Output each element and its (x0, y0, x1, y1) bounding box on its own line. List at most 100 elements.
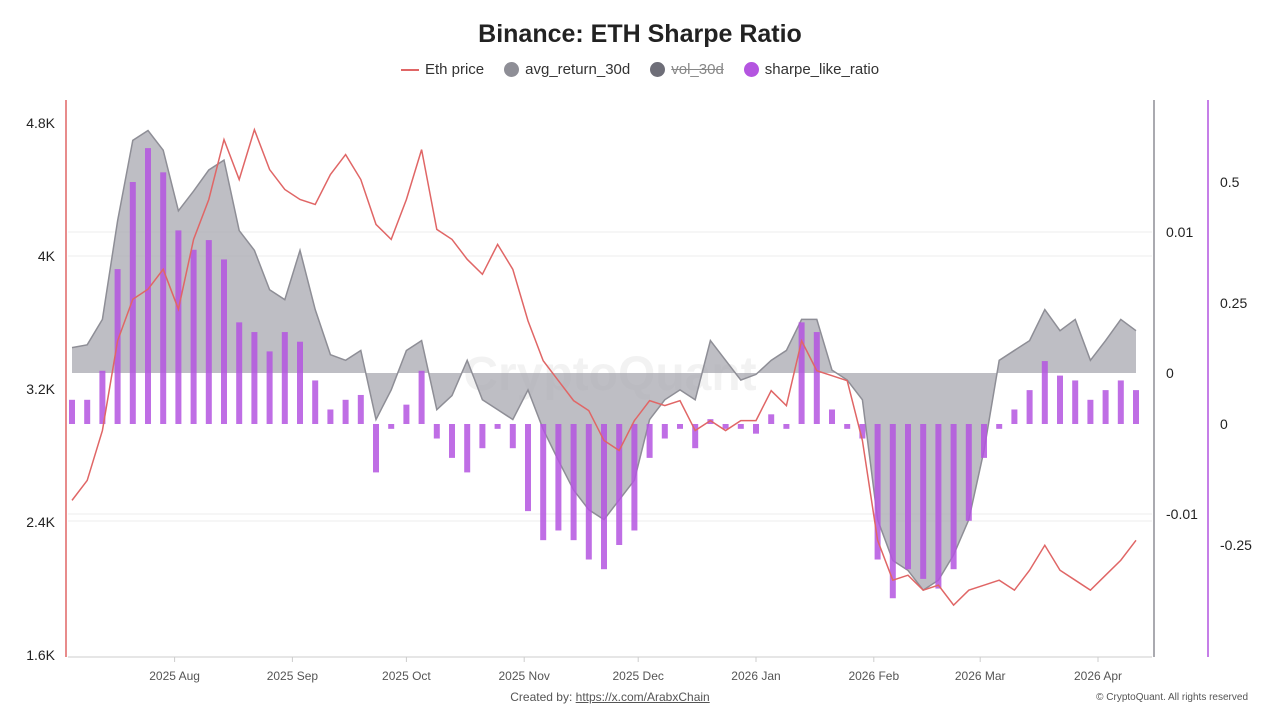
x-tick-label: 2025 Oct (382, 669, 431, 683)
sharpe-bar (783, 424, 790, 429)
sharpe-bar (768, 414, 775, 424)
sharpe-bar (99, 370, 106, 424)
sharpe-bar (312, 380, 319, 424)
legend-item-vol-30d[interactable]: vol_30d (650, 61, 724, 78)
legend-item-avg-return[interactable]: avg_return_30d (504, 61, 630, 78)
y-right-tick-label: -0.25 (1220, 537, 1252, 553)
sharpe-bar (1026, 390, 1033, 424)
y-right-tick-label: 0 (1220, 416, 1228, 432)
sharpe-bar (69, 399, 75, 424)
sharpe-bar (798, 322, 805, 424)
sharpe-bar (813, 332, 820, 424)
sharpe-bar (920, 424, 927, 579)
sharpe-bar (418, 370, 425, 424)
sharpe-bar (1011, 409, 1018, 424)
sharpe-bar (555, 424, 562, 531)
sharpe-bar (874, 424, 881, 560)
copyright: © CryptoQuant. All rights reserved (1096, 692, 1248, 703)
sharpe-bar (129, 182, 136, 424)
x-tick-label: 2025 Aug (149, 669, 200, 683)
y-left-tick-label: 3.2K (26, 381, 55, 397)
sharpe-bar (327, 409, 334, 424)
sharpe-bar (145, 148, 151, 424)
y-left-tick-label: 2.4K (26, 514, 55, 530)
dot-marker-icon (650, 62, 666, 77)
sharpe-bar (281, 332, 288, 424)
sharpe-bar (1117, 380, 1124, 424)
sharpe-bar (677, 424, 683, 429)
sharpe-bar (251, 332, 258, 424)
sharpe-bar (388, 424, 395, 429)
sharpe-bar (1102, 390, 1109, 424)
sharpe-bar (449, 424, 455, 458)
sharpe-bar (1133, 390, 1139, 424)
eth-price-line (71, 127, 1137, 607)
sharpe-bar (236, 322, 243, 424)
sharpe-bar (965, 424, 972, 521)
sharpe-bar (707, 419, 714, 424)
sharpe-bar (646, 424, 653, 458)
sharpe-bar (616, 424, 623, 545)
legend-item-sharpe[interactable]: sharpe_like_ratio (743, 61, 880, 78)
creator-link[interactable]: https://x.com/ArabxChain (575, 690, 710, 704)
sharpe-bar (373, 424, 379, 473)
legend-label: vol_30d (671, 61, 724, 78)
footer-created: Created by: https://x.com/ArabxChain (0, 690, 1220, 704)
sharpe-bar (737, 424, 744, 429)
sharpe-bar (996, 424, 1003, 429)
sharpe-bar (661, 424, 668, 439)
sharpe-bar (859, 424, 866, 439)
y-mid-tick-label: -0.01 (1166, 506, 1198, 522)
sharpe-bar (342, 399, 349, 424)
sharpe-bar (981, 424, 987, 458)
sharpe-bar (190, 249, 197, 424)
legend-item-eth-price[interactable]: Eth price (400, 61, 485, 78)
y-right-tick-label: 0.25 (1220, 295, 1247, 311)
sharpe-bar (221, 259, 227, 424)
chart-title: Binance: ETH Sharpe Ratio (478, 20, 802, 48)
sharpe-bar (509, 424, 516, 449)
sharpe-bar (160, 172, 167, 424)
sharpe-bar (889, 424, 896, 599)
sharpe-bar (1057, 375, 1063, 424)
sharpe-bar (753, 424, 759, 434)
y-mid-tick-label: 0 (1166, 365, 1174, 381)
x-tick-label: 2026 Mar (955, 669, 1006, 683)
sharpe-bar (1072, 380, 1079, 424)
sharpe-bar (494, 424, 501, 429)
x-tick-label: 2026 Feb (848, 669, 899, 683)
x-tick-label: 2025 Dec (613, 669, 664, 683)
sharpe-bar (844, 424, 851, 429)
y-right-tick-label: 0.5 (1220, 174, 1240, 190)
created-label: Created by: (510, 690, 573, 704)
sharpe-bar (84, 399, 91, 424)
y-mid-tick-label: 0.01 (1166, 224, 1193, 240)
x-tick-label: 2026 Apr (1074, 669, 1122, 683)
sharpe-bar (570, 424, 577, 541)
sharpe-bar (525, 424, 531, 512)
y-left-tick-label: 4.8K (26, 115, 55, 131)
sharpe-bar (950, 424, 957, 570)
y-left-tick-label: 1.6K (26, 647, 55, 663)
sharpe-bar (631, 424, 638, 531)
legend-label: avg_return_30d (525, 61, 631, 78)
sharpe-bar (905, 424, 911, 570)
sharpe-bar (205, 240, 212, 424)
sharpe-bar (1087, 399, 1094, 424)
sharpe-bar (722, 424, 729, 429)
sharpe-bar (464, 424, 471, 473)
sharpe-bar (935, 424, 942, 589)
sharpe-bar (297, 341, 303, 424)
x-tick-label: 2026 Jan (731, 669, 780, 683)
sharpe-bar (540, 424, 547, 541)
sharpe-bar (585, 424, 592, 560)
legend-label: Eth price (424, 61, 485, 78)
sharpe-bar (266, 351, 273, 424)
dot-marker-icon (743, 62, 759, 77)
sharpe-bar (357, 394, 364, 424)
sharpe-bar (829, 409, 835, 424)
sharpe-bar (479, 424, 486, 449)
legend-label: sharpe_like_ratio (764, 61, 880, 78)
legend: Eth price avg_return_30d vol_30d sharpe_… (0, 61, 1280, 78)
